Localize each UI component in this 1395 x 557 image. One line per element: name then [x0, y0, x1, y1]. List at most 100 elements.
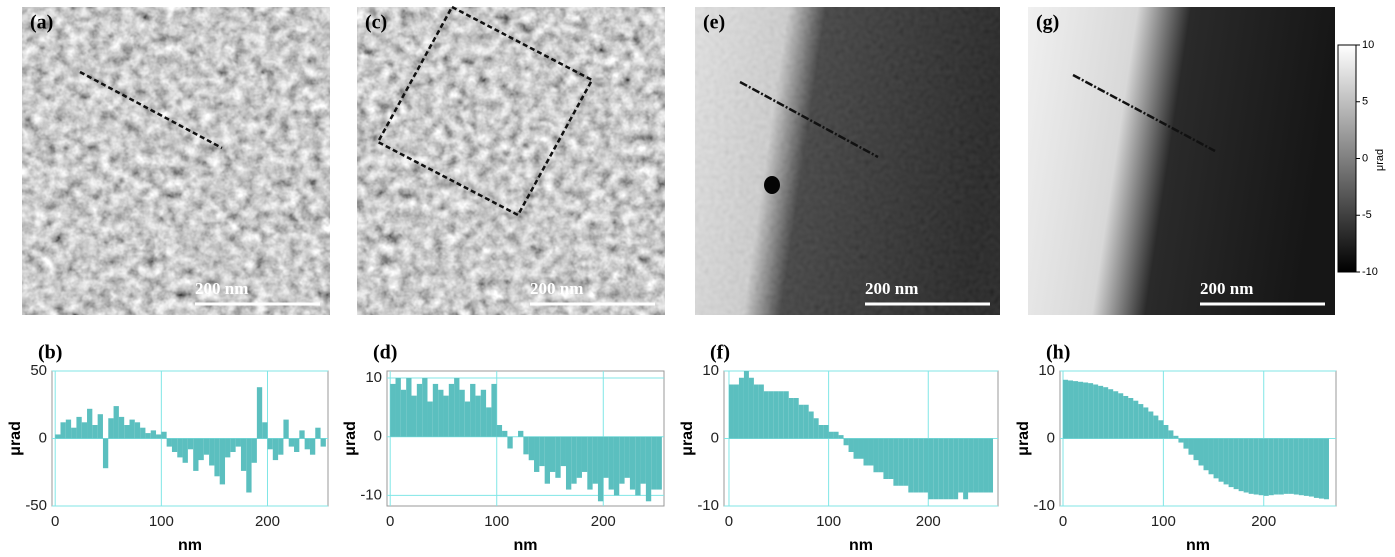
panel-label: (g) — [1036, 12, 1059, 34]
bar — [529, 437, 534, 460]
bar — [1153, 416, 1158, 439]
bar — [1108, 389, 1113, 438]
image-noise — [695, 7, 1000, 315]
bar — [497, 425, 502, 437]
bar — [1103, 387, 1108, 438]
bar — [555, 437, 560, 478]
bar — [938, 439, 943, 500]
bar — [135, 422, 140, 438]
x-axis-label: nm — [849, 537, 873, 554]
bar — [1239, 439, 1244, 492]
bar — [534, 437, 539, 472]
bar — [918, 439, 923, 493]
bar — [651, 437, 656, 490]
bar — [729, 385, 734, 439]
colorbar-tick-label: -5 — [1362, 209, 1372, 221]
y-tick-label: -10 — [360, 486, 382, 503]
bar — [114, 406, 119, 438]
bar — [1209, 439, 1214, 475]
defect — [764, 176, 780, 194]
bar — [859, 439, 864, 459]
bar — [55, 434, 60, 438]
bar — [1138, 404, 1143, 438]
x-tick-label: 100 — [1151, 513, 1176, 530]
bar — [119, 417, 124, 439]
x-tick-label: 0 — [725, 513, 733, 530]
y-tick-label: 50 — [30, 362, 47, 379]
y-tick-label: 0 — [1047, 429, 1055, 446]
bar — [968, 439, 973, 493]
bar — [603, 437, 608, 478]
x-tick-label: 100 — [816, 513, 841, 530]
bar — [1304, 439, 1309, 496]
x-tick-label: 0 — [51, 513, 59, 530]
bar — [507, 437, 512, 449]
bar — [71, 428, 76, 439]
bar — [774, 391, 779, 438]
bar — [635, 437, 640, 496]
bar — [92, 425, 97, 439]
y-axis-label: μrad — [1015, 421, 1032, 456]
bar — [834, 432, 839, 439]
bar — [204, 439, 209, 455]
bar — [267, 439, 272, 450]
bar — [1193, 439, 1198, 461]
bar — [230, 439, 235, 453]
bar — [863, 439, 868, 466]
bar — [396, 378, 401, 437]
bar — [1178, 439, 1183, 443]
bar — [1128, 398, 1133, 439]
bar — [1324, 439, 1329, 500]
bar — [1168, 430, 1173, 438]
bar — [988, 439, 993, 493]
bar — [948, 439, 953, 500]
bar — [587, 437, 592, 490]
bar — [614, 437, 619, 496]
colorbar — [1338, 45, 1356, 272]
bar — [103, 439, 108, 469]
bar — [82, 422, 87, 438]
bar — [744, 371, 749, 439]
bar — [209, 439, 214, 466]
bar — [754, 385, 759, 439]
x-axis-label: nm — [1186, 537, 1210, 554]
bar — [854, 439, 859, 459]
bar — [1188, 439, 1193, 455]
bar — [151, 430, 156, 438]
bar — [641, 437, 646, 484]
bar — [1204, 439, 1209, 471]
bar — [759, 385, 764, 439]
bar — [214, 439, 219, 477]
panel-label: (f) — [710, 342, 730, 364]
bar — [1093, 385, 1098, 439]
bar — [1319, 439, 1324, 499]
bar — [433, 384, 438, 437]
colorbar-label: μrad — [1374, 149, 1386, 171]
bar — [1254, 439, 1259, 495]
bar — [76, 417, 81, 439]
bar — [577, 437, 582, 478]
x-tick-label: 200 — [591, 513, 616, 530]
bar — [764, 391, 769, 438]
bar — [183, 439, 188, 463]
y-tick-label: 0 — [39, 429, 47, 446]
bar — [481, 390, 486, 437]
bar — [794, 398, 799, 439]
bar — [809, 412, 814, 439]
bar — [1314, 439, 1319, 498]
bar — [868, 439, 873, 466]
bar — [819, 425, 824, 439]
bar — [908, 439, 913, 493]
bar — [598, 437, 603, 502]
bar — [1289, 439, 1294, 494]
bar — [883, 439, 888, 480]
bar — [449, 384, 454, 437]
bar — [1088, 383, 1093, 438]
panel-label: (e) — [703, 12, 725, 34]
bar — [321, 439, 326, 447]
bar — [609, 437, 614, 490]
scale-bar-label: 200 nm — [1200, 279, 1253, 298]
bar — [502, 431, 507, 437]
bar — [561, 437, 566, 466]
bar — [225, 439, 230, 458]
